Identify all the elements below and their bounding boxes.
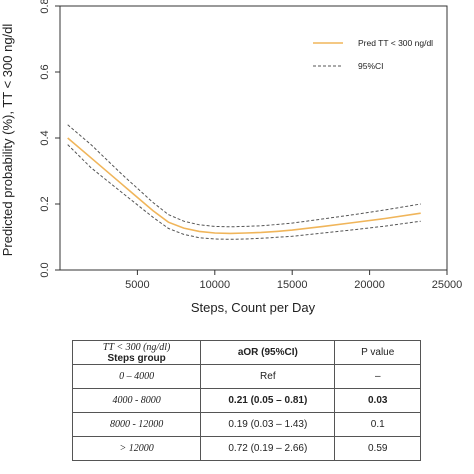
cell-aor: 0.19 (0.03 – 1.43) xyxy=(200,412,336,437)
legend-label: Pred TT < 300 ng/dl xyxy=(358,38,433,48)
ci-lower-line xyxy=(67,144,421,240)
table-row: > 12000 0.72 (0.19 – 2.66) 0.59 xyxy=(71,436,421,461)
series-group xyxy=(67,124,421,240)
cell-p: 0.03 xyxy=(334,388,421,413)
header-outcome: TT < 300 (ng/dl) xyxy=(102,341,171,353)
legend-label: 95%CI xyxy=(358,61,384,71)
table-row: 4000 - 8000 0.21 (0.05 – 0.81) 0.03 xyxy=(71,388,421,413)
y-tick-label: 0.4 xyxy=(39,130,51,145)
header-p-value: P value xyxy=(334,340,421,365)
cell-group: 0 – 4000 xyxy=(71,364,202,389)
x-axis-label: Steps, Count per Day xyxy=(191,300,316,315)
x-tick-label: 5000 xyxy=(125,279,149,291)
axes-group: 5000 10000 15000 20000 25000 0.0 0.2 0.4 0.6 0.8 xyxy=(39,0,462,291)
x-tick-label: 20000 xyxy=(354,279,385,291)
cell-p: 0.1 xyxy=(334,412,421,437)
x-tick-label: 15000 xyxy=(277,279,308,291)
predicted-probability-chart: Predicted probability (%), TT < 300 ng/d… xyxy=(0,0,462,315)
ci-upper-line xyxy=(67,124,421,228)
x-tick-label: 25000 xyxy=(432,279,463,291)
table-row: 0 – 4000 Ref – xyxy=(71,364,421,389)
prediction-line xyxy=(67,137,421,235)
results-table: TT < 300 (ng/dl) Steps group aOR (95%CI)… xyxy=(71,340,421,461)
table-header-row: TT < 300 (ng/dl) Steps group aOR (95%CI)… xyxy=(71,340,421,365)
cell-p: 0.59 xyxy=(334,436,421,461)
y-tick-label: 0.0 xyxy=(39,262,51,277)
cell-group: > 12000 xyxy=(71,436,202,461)
header-aor: aOR (95%CI) xyxy=(200,340,336,365)
y-axis-label: Predicted probability (%), TT < 300 ng/d… xyxy=(0,24,15,257)
legend: Pred TT < 300 ng/dl 95%CI xyxy=(313,38,433,71)
cell-aor: 0.21 (0.05 – 0.81) xyxy=(200,388,336,413)
table-row: 8000 - 12000 0.19 (0.03 – 1.43) 0.1 xyxy=(71,412,421,437)
cell-p: – xyxy=(334,364,421,389)
y-tick-label: 0.6 xyxy=(39,64,51,79)
y-tick-label: 0.2 xyxy=(39,196,51,211)
cell-group: 8000 - 12000 xyxy=(71,412,202,437)
y-tick-label: 0.8 xyxy=(39,0,51,14)
header-group-cell: TT < 300 (ng/dl) Steps group xyxy=(71,340,202,365)
x-tick-label: 10000 xyxy=(200,279,231,291)
cell-group: 4000 - 8000 xyxy=(71,388,202,413)
cell-aor: Ref xyxy=(200,364,336,389)
cell-aor: 0.72 (0.19 – 2.66) xyxy=(200,436,336,461)
header-steps-group: Steps group xyxy=(107,352,166,364)
